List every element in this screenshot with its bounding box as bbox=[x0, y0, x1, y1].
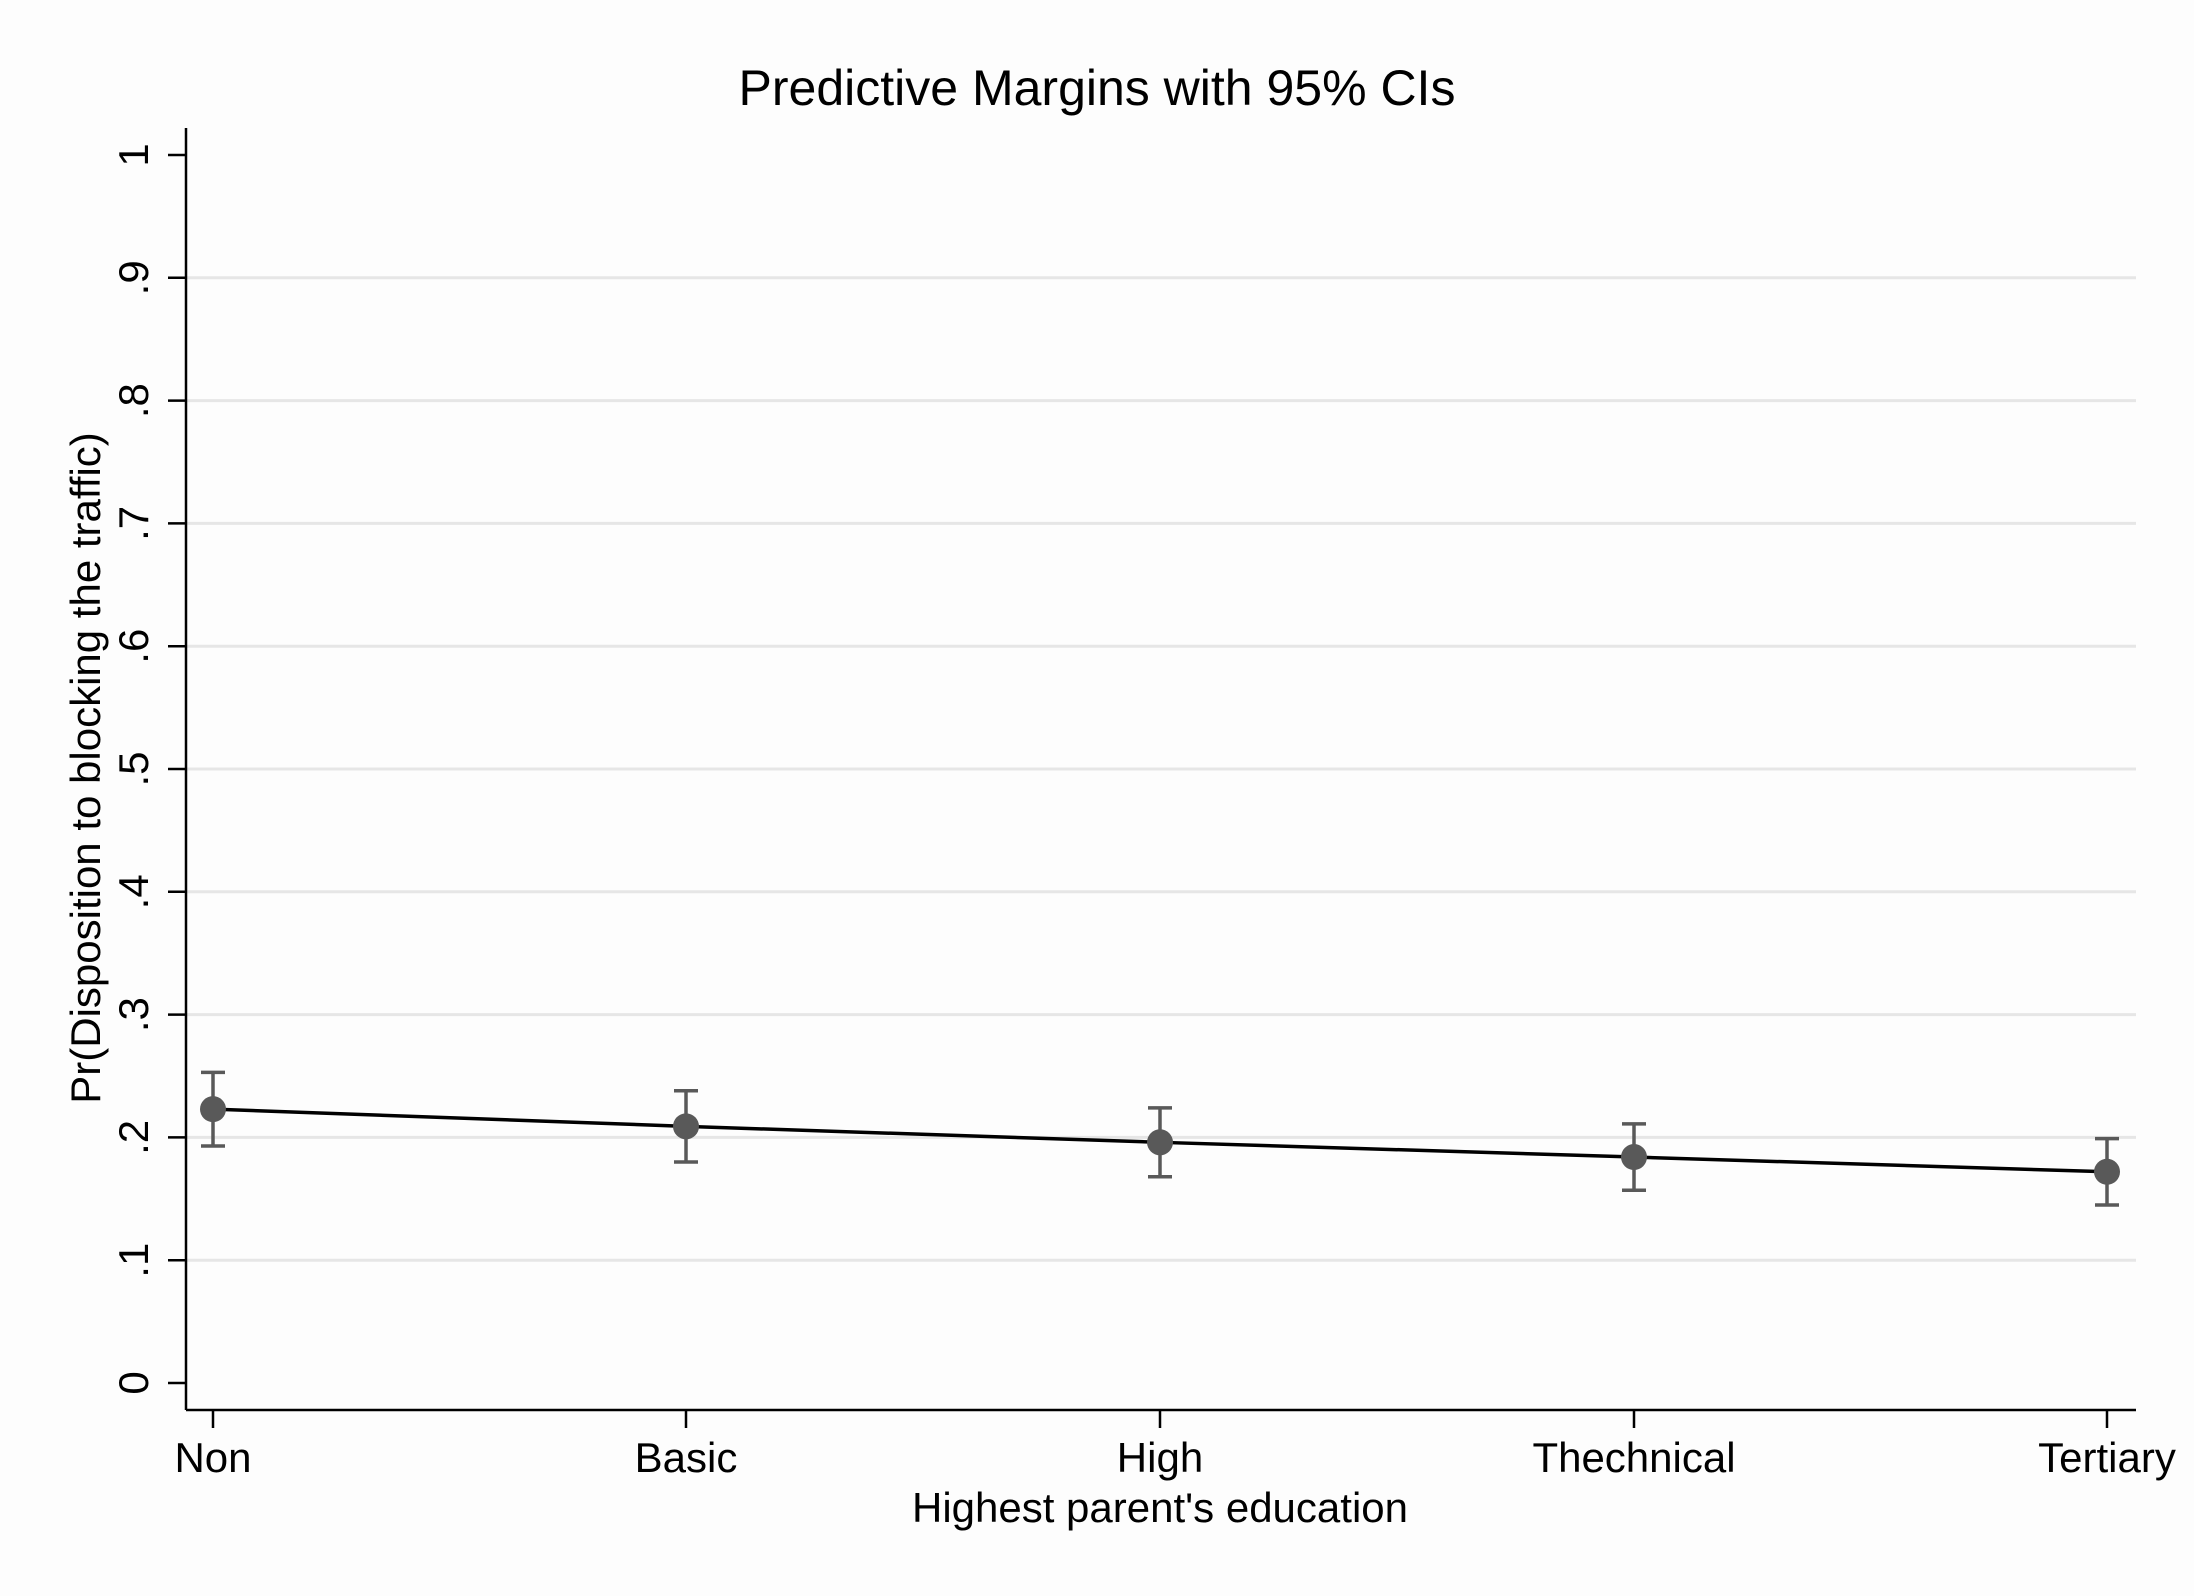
y-axis-ticks: 0 .1 .2 .3 .4 .5 .6 .7 .8 .9 1 bbox=[110, 143, 186, 1395]
y-tick-label: 0 bbox=[110, 1371, 157, 1394]
y-tick-label: .6 bbox=[110, 629, 157, 664]
y-tick-label: 1 bbox=[110, 143, 157, 166]
y-tick-label: .5 bbox=[110, 751, 157, 786]
x-tick-label: High bbox=[1117, 1434, 1203, 1481]
y-tick-label: .9 bbox=[110, 260, 157, 295]
y-tick-label: .4 bbox=[110, 874, 157, 909]
series-plot bbox=[200, 1070, 2120, 1207]
x-axis-ticks: Non Basic High Thechnical Tertiary bbox=[174, 1410, 2176, 1481]
x-tick-label: Non bbox=[174, 1434, 251, 1481]
y-tick-label: .3 bbox=[110, 997, 157, 1032]
x-tick-label: Basic bbox=[635, 1434, 738, 1481]
data-point bbox=[1621, 1144, 1647, 1171]
chart-title: Predictive Margins with 95% CIs bbox=[739, 60, 1456, 116]
data-point bbox=[200, 1096, 226, 1123]
x-axis-label: Highest parent's education bbox=[912, 1484, 1408, 1531]
y-tick-label: .8 bbox=[110, 383, 157, 418]
y-tick-label: .1 bbox=[110, 1243, 157, 1278]
gridlines bbox=[186, 276, 2136, 1262]
x-tick-label: Thechnical bbox=[1532, 1434, 1735, 1481]
data-point bbox=[2094, 1158, 2120, 1185]
y-axis-label: Pr(Disposition to blocking the traffic) bbox=[62, 432, 109, 1104]
x-tick-label: Tertiary bbox=[2038, 1434, 2176, 1481]
y-tick-label: .7 bbox=[110, 506, 157, 541]
y-tick-label: .2 bbox=[110, 1120, 157, 1155]
data-point bbox=[1147, 1129, 1173, 1156]
data-point bbox=[673, 1113, 699, 1140]
